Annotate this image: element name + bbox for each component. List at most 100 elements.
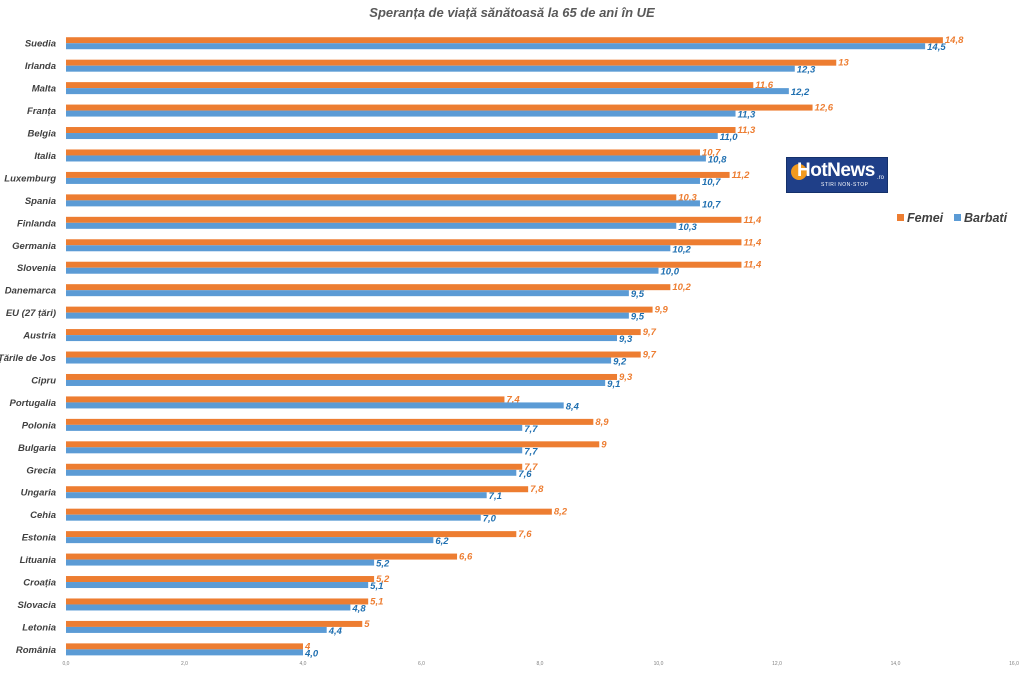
bar-femei <box>66 441 600 448</box>
bar-femei <box>66 576 375 583</box>
bar-barbati <box>66 267 659 274</box>
bar-barbati <box>66 357 612 364</box>
category-label: Germania <box>12 241 56 252</box>
data-label-femei: 9,7 <box>643 350 657 361</box>
data-label-femei: 4 <box>304 641 311 652</box>
category-label: Ungaria <box>21 488 56 499</box>
legend-label-femei: Femei <box>907 211 944 225</box>
bar-barbati <box>66 312 629 319</box>
data-label-femei: 7,4 <box>506 394 520 405</box>
hotnews-logo: HotNews .ro STIRI NON-STOP <box>786 157 888 193</box>
data-label-femei: 10,2 <box>672 282 691 293</box>
bar-femei <box>66 329 641 336</box>
data-label-barbati: 10,0 <box>661 267 680 278</box>
bar-femei <box>66 127 736 134</box>
category-label: Franța <box>27 106 56 117</box>
category-label: Suedia <box>25 39 56 50</box>
category-label: Finlanda <box>17 218 56 229</box>
data-label-femei: 9,9 <box>655 305 669 316</box>
data-label-femei: 10,7 <box>702 147 721 158</box>
data-label-femei: 11,3 <box>738 125 757 136</box>
data-label-femei: 11,4 <box>743 237 762 248</box>
category-label: Bulgaria <box>18 443 56 454</box>
category-label: Italia <box>34 151 56 162</box>
x-tick-label: 12,0 <box>772 661 782 667</box>
x-tick-label: 2,0 <box>181 661 188 667</box>
x-tick-label: 16,0 <box>1009 661 1019 667</box>
legend-swatch-barbati <box>954 214 961 221</box>
bar-barbati <box>66 514 481 521</box>
data-label-barbati: 9,3 <box>619 334 633 345</box>
category-label: Lituania <box>20 555 56 566</box>
data-label-barbati: 8,4 <box>566 401 580 412</box>
bar-barbati <box>66 469 517 476</box>
category-label: Țările de Jos <box>0 353 56 364</box>
data-label-barbati: 9,1 <box>607 379 620 390</box>
data-label-femei: 9,3 <box>619 372 633 383</box>
bar-barbati <box>66 626 327 633</box>
category-label: Polonia <box>22 420 56 431</box>
data-label-barbati: 12,3 <box>797 65 816 76</box>
bar-barbati <box>66 133 718 140</box>
bar-barbati <box>66 537 434 544</box>
bar-femei <box>66 508 552 515</box>
data-label-barbati: 9,5 <box>631 312 645 323</box>
bar-barbati <box>66 447 523 454</box>
bar-barbati <box>66 379 606 386</box>
x-tick-label: 4,0 <box>300 661 307 667</box>
logo-circle-icon <box>791 164 807 180</box>
data-label-femei: 11,2 <box>732 170 751 181</box>
data-label-femei: 11,6 <box>755 80 774 91</box>
bar-femei <box>66 418 594 425</box>
logo-text: HotNews <box>797 160 875 181</box>
bar-barbati <box>66 177 700 184</box>
bar-femei <box>66 620 363 627</box>
category-labels: Suedia Irlanda Malta Franța Belgia Italia Luxe… <box>0 39 56 656</box>
data-label-femei: 9,7 <box>643 327 657 338</box>
bar-femei <box>66 59 837 66</box>
data-label-barbati: 4,4 <box>328 626 343 637</box>
data-label-barbati: 9,2 <box>613 357 627 368</box>
bar-femei <box>66 306 653 313</box>
data-label-femei: 8,9 <box>595 417 609 428</box>
data-label-femei: 10,3 <box>678 192 697 203</box>
category-label: Austria <box>22 331 56 342</box>
data-label-barbati: 5,2 <box>376 559 390 570</box>
bar-barbati <box>66 65 795 72</box>
legend-label-barbati: Barbati <box>964 211 1008 225</box>
data-label-barbati: 9,5 <box>631 289 645 300</box>
bar-femei <box>66 194 677 201</box>
bar-barbati <box>66 604 351 611</box>
logo-suffix: .ro <box>877 175 885 181</box>
data-label-barbati: 4,8 <box>351 603 366 614</box>
bar-femei <box>66 37 943 44</box>
bar-femei <box>66 351 641 358</box>
category-label: Slovenia <box>17 263 56 274</box>
bar-barbati <box>66 492 487 499</box>
bar-femei <box>66 239 742 246</box>
data-label-femei: 5,2 <box>376 574 390 585</box>
bar-femei <box>66 396 505 403</box>
data-label-femei: 11,4 <box>743 260 762 271</box>
data-label-barbati: 7,6 <box>518 469 532 480</box>
bar-femei <box>66 463 523 470</box>
category-label: Luxemburg <box>4 173 56 184</box>
bar-barbati <box>66 335 618 342</box>
data-label-barbati: 11,0 <box>720 132 739 143</box>
bar-femei <box>66 643 303 650</box>
category-label: Cehia <box>30 510 56 521</box>
bar-barbati <box>66 402 564 409</box>
data-label-barbati: 11,3 <box>738 110 757 121</box>
data-label-barbati: 10,2 <box>672 244 691 255</box>
category-label: Spania <box>25 196 56 207</box>
category-label: Letonia <box>22 622 56 633</box>
data-label-barbati: 4,0 <box>304 648 319 659</box>
bar-femei <box>66 261 742 268</box>
bar-barbati <box>66 88 789 95</box>
category-label: Cipru <box>31 375 56 386</box>
bar-barbati <box>66 43 926 50</box>
x-tick-label: 14,0 <box>891 661 901 667</box>
category-label: Malta <box>32 84 56 95</box>
data-label-barbati: 7,7 <box>524 424 538 435</box>
data-label-barbati: 5,1 <box>370 581 383 592</box>
